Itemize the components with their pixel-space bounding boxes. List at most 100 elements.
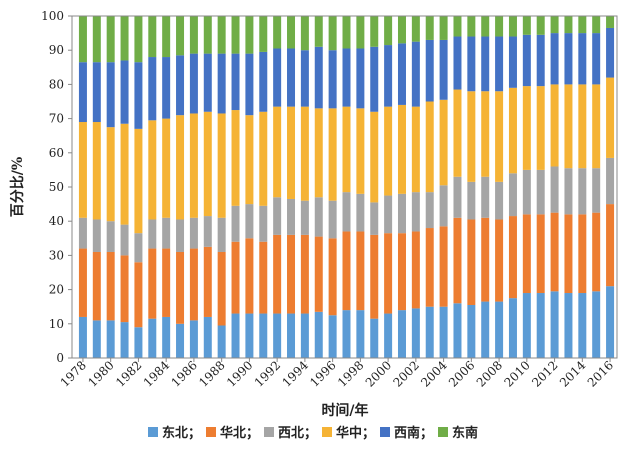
bar-segment-1998-1 bbox=[356, 231, 365, 311]
bar-segment-2016-2 bbox=[606, 157, 615, 205]
bar-segment-1991-5 bbox=[259, 16, 268, 52]
bar-segment-1986-1 bbox=[189, 248, 198, 321]
bar-segment-2001-0 bbox=[397, 310, 406, 358]
bar-segment-1988-0 bbox=[217, 325, 226, 358]
bar-segment-2003-5 bbox=[425, 16, 434, 40]
bar-segment-1998-2 bbox=[356, 193, 365, 232]
bar-segment-2014-4 bbox=[578, 33, 587, 85]
bar-segment-1997-1 bbox=[342, 231, 351, 311]
bar-segment-2002-3 bbox=[411, 106, 420, 193]
y-tick-label: 80 bbox=[49, 77, 64, 91]
bar-segment-1997-3 bbox=[342, 106, 351, 193]
bar-segment-1985-4 bbox=[176, 55, 185, 116]
bar-segment-1991-0 bbox=[259, 313, 268, 358]
legend-swatch bbox=[264, 427, 274, 437]
bar-segment-2000-4 bbox=[384, 45, 393, 107]
bar-segment-1981-3 bbox=[120, 123, 129, 225]
y-tick-label: 60 bbox=[49, 146, 64, 160]
bar-segment-1989-2 bbox=[231, 205, 240, 242]
x-tick-label: 2006 bbox=[446, 358, 477, 389]
bar-segment-1990-1 bbox=[245, 238, 254, 314]
bar-segment-1992-5 bbox=[273, 16, 282, 49]
x-tick-label: 1980 bbox=[85, 358, 116, 389]
bar-segment-2007-2 bbox=[481, 176, 490, 218]
x-tick-label: 2002 bbox=[390, 358, 421, 389]
y-axis: 0 10 20 30 40 50 60 70 80 90 100 bbox=[41, 9, 72, 365]
bar-segment-1991-3 bbox=[259, 111, 268, 206]
bar-segment-2007-4 bbox=[481, 36, 490, 92]
bar-segment-1987-4 bbox=[203, 53, 212, 112]
bar-segment-2016-3 bbox=[606, 77, 615, 158]
bar-segment-1990-3 bbox=[245, 115, 254, 205]
bar-segment-2007-0 bbox=[481, 301, 490, 358]
bar-segment-2001-5 bbox=[397, 16, 406, 44]
bar-segment-1993-5 bbox=[287, 16, 296, 49]
bar-segment-2015-3 bbox=[592, 84, 601, 169]
bar-segment-2010-2 bbox=[522, 169, 531, 215]
x-axis: 1978198019821984198619881990199219941996… bbox=[58, 358, 617, 390]
bar-segment-1981-0 bbox=[120, 322, 129, 358]
bar-segment-1989-3 bbox=[231, 110, 240, 206]
bar-segment-1998-5 bbox=[356, 16, 365, 49]
bar-segment-2016-5 bbox=[606, 16, 615, 28]
bar-segment-2000-3 bbox=[384, 106, 393, 196]
bar-segment-1993-3 bbox=[287, 106, 296, 199]
bar-segment-1983-5 bbox=[148, 16, 157, 58]
bar-segment-1996-3 bbox=[328, 108, 337, 201]
legend-label: 东北； bbox=[162, 425, 201, 441]
bar-segment-2002-2 bbox=[411, 192, 420, 232]
bar-segment-2004-3 bbox=[439, 99, 448, 186]
bar-segment-1978-1 bbox=[78, 248, 87, 317]
bar-segment-1984-2 bbox=[162, 217, 171, 249]
bar-segment-1996-0 bbox=[328, 315, 337, 358]
bar-segment-2003-4 bbox=[425, 39, 434, 102]
bar-segment-2004-2 bbox=[439, 185, 448, 227]
x-tick-label: 1998 bbox=[335, 358, 366, 389]
bar-segment-2008-3 bbox=[495, 91, 504, 182]
legend: 东北； 华北； 西北； 华中； 西南； 东南 bbox=[148, 425, 478, 441]
bar-segment-2010-4 bbox=[522, 34, 531, 87]
bar-segment-2015-4 bbox=[592, 33, 601, 85]
bar-segment-1978-3 bbox=[78, 122, 87, 218]
bar-segment-1998-4 bbox=[356, 48, 365, 109]
x-tick-label: 2010 bbox=[501, 358, 532, 389]
bar-segment-2015-0 bbox=[592, 291, 601, 358]
bar-segment-1990-2 bbox=[245, 204, 254, 239]
bar-segment-1994-5 bbox=[300, 16, 309, 51]
bar-segment-2011-3 bbox=[536, 86, 545, 170]
x-tick-label: 2000 bbox=[363, 358, 394, 389]
bar-segment-1978-0 bbox=[78, 316, 87, 358]
bar-segment-1994-4 bbox=[300, 50, 309, 107]
bar-segment-1983-1 bbox=[148, 248, 157, 319]
bar-segment-1997-2 bbox=[342, 192, 351, 232]
bar-segment-2011-1 bbox=[536, 214, 545, 294]
bar-segment-1981-4 bbox=[120, 60, 129, 124]
bar-segment-1989-5 bbox=[231, 16, 240, 54]
bar-segment-2008-0 bbox=[495, 301, 504, 358]
legend-swatch bbox=[438, 427, 448, 437]
bar-segment-2004-4 bbox=[439, 39, 448, 100]
bar-segment-2001-4 bbox=[397, 43, 406, 105]
bar-segment-1990-5 bbox=[245, 16, 254, 54]
x-tick-label: 1988 bbox=[196, 358, 227, 389]
bar-segment-2003-1 bbox=[425, 228, 434, 307]
bar-segment-2009-3 bbox=[508, 87, 517, 174]
bar-segment-2009-0 bbox=[508, 298, 517, 358]
bar-segment-2008-4 bbox=[495, 36, 504, 92]
bar-segment-1988-2 bbox=[217, 217, 226, 252]
x-tick-label: 1994 bbox=[280, 358, 312, 390]
bar-segment-1982-3 bbox=[134, 128, 143, 234]
bar-segment-2011-5 bbox=[536, 16, 545, 35]
bar-segment-1979-4 bbox=[92, 62, 101, 123]
bar-segment-2002-4 bbox=[411, 41, 420, 107]
bar-segment-1986-0 bbox=[189, 320, 198, 358]
bar-segment-1980-3 bbox=[106, 127, 115, 222]
bar-segment-2009-5 bbox=[508, 16, 517, 37]
bar-segment-1980-4 bbox=[106, 62, 115, 128]
bar-segment-1984-5 bbox=[162, 16, 171, 58]
bar-segment-1984-4 bbox=[162, 57, 171, 119]
legend-label: 东南 bbox=[452, 425, 478, 441]
bar-segment-2005-4 bbox=[453, 36, 462, 90]
